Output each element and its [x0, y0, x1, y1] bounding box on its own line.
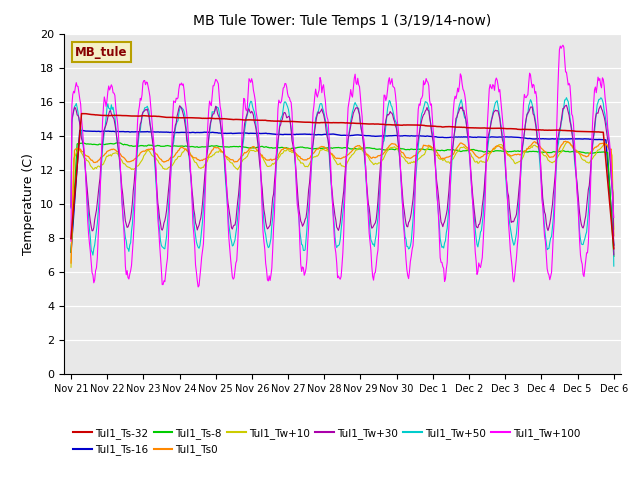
Text: MB_tule: MB_tule: [75, 46, 127, 59]
Y-axis label: Temperature (C): Temperature (C): [22, 153, 35, 255]
Legend: Tul1_Ts-32, Tul1_Ts-16, Tul1_Ts-8, Tul1_Ts0, Tul1_Tw+10, Tul1_Tw+30, Tul1_Tw+50,: Tul1_Ts-32, Tul1_Ts-16, Tul1_Ts-8, Tul1_…: [69, 424, 584, 459]
Title: MB Tule Tower: Tule Temps 1 (3/19/14-now): MB Tule Tower: Tule Temps 1 (3/19/14-now…: [193, 14, 492, 28]
